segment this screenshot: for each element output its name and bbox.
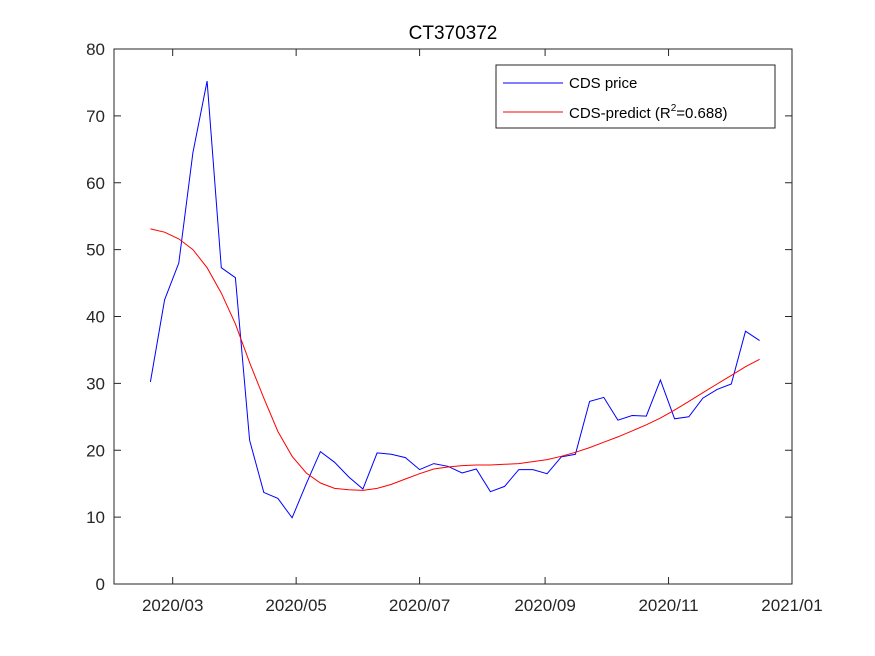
legend-label-superscript: 2 [671,103,677,114]
x-tick-label: 2020/05 [265,596,326,615]
y-axis: 0 10 20 30 40 50 60 70 80 [86,40,792,594]
legend-label-prefix: CDS-predict (R [569,105,671,122]
y-tick-label: 20 [86,441,105,460]
y-tick-label: 10 [86,508,105,527]
y-tick-label: 60 [86,174,105,193]
plot-area [114,49,792,584]
y-tick-label: 0 [96,575,105,594]
legend: CDS price CDS-predict (R2=0.688) [495,64,776,129]
x-axis: 2020/03 2020/05 2020/07 2020/09 2020/11 2021/… [142,49,823,615]
y-tick-label: 30 [86,374,105,393]
legend-label-suffix: =0.688) [676,105,727,122]
x-tick-label: 2020/07 [389,596,450,615]
x-tick-label: 2021/01 [761,596,822,615]
x-tick-label: 2020/11 [638,596,698,615]
y-tick-label: 50 [86,241,105,260]
legend-box [495,64,776,129]
y-tick-label: 70 [86,107,105,126]
legend-label-cds-price: CDS price [569,75,637,92]
x-tick-label: 2020/09 [514,596,575,615]
series-line-cds-price [149,81,760,519]
series-layer [149,81,760,519]
y-tick-label: 80 [86,40,105,59]
legend-label-cds-predict: CDS-predict (R2=0.688) [569,103,728,122]
chart-title: CT370372 [409,23,498,44]
x-tick-label: 2020/03 [142,596,203,615]
series-line-cds-predict [150,228,760,491]
y-tick-label: 40 [86,308,105,327]
